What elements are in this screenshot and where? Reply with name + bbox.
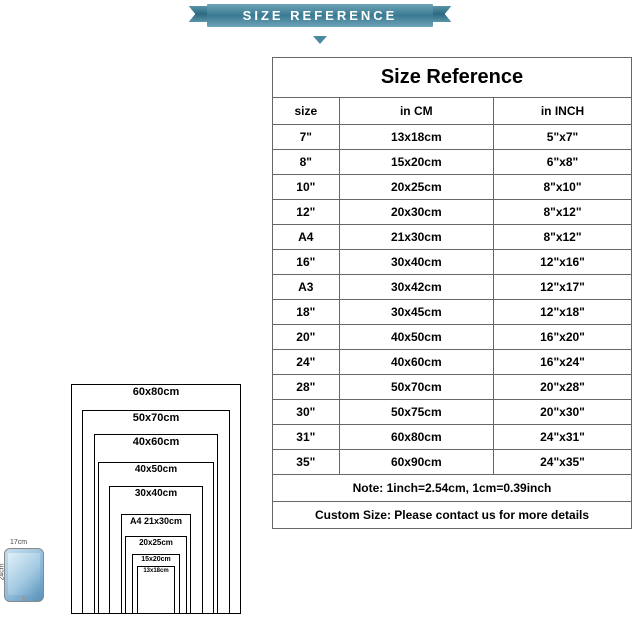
tablet-width-label: 17cm [10,539,27,546]
table-cell: 30" [273,400,340,425]
table-cell: 8" [273,150,340,175]
table-cell: 20x30cm [339,200,493,225]
table-note: Note: 1inch=2.54cm, 1cm=0.39inch [273,475,632,502]
table-cell: 8"x10" [494,175,632,200]
table-cell: 50x75cm [339,400,493,425]
table-cell: 30x45cm [339,300,493,325]
table-cell: 16" [273,250,340,275]
table-row: 30"50x75cm20"x30" [273,400,632,425]
size-reference-table: Size Reference sizein CMin INCH 7"13x18c… [272,57,632,529]
table-row: 28"50x70cm20"x28" [273,375,632,400]
table-cell: 31" [273,425,340,450]
table-cell: 40x50cm [339,325,493,350]
table-cell: 24"x31" [494,425,632,450]
table-cell: A4 [273,225,340,250]
table-cell: 16"x20" [494,325,632,350]
table-cell: 6"x8" [494,150,632,175]
table-cell: 28" [273,375,340,400]
table-row: 10"20x25cm8"x10" [273,175,632,200]
table-cell: 24" [273,350,340,375]
table-cell: 30x42cm [339,275,493,300]
table-cell: 21x30cm [339,225,493,250]
table-cell: 35" [273,450,340,475]
table-cell: 15x20cm [339,150,493,175]
table-custom-note: Custom Size: Please contact us for more … [273,502,632,529]
size-box-label: 20x25cm [126,537,186,547]
table-cell: 16"x24" [494,350,632,375]
size-box-label: 15x20cm [133,555,179,563]
table-cell: 20x25cm [339,175,493,200]
table-cell: 8"x12" [494,225,632,250]
table-row: 35"60x90cm24"x35" [273,450,632,475]
table-row: 16"30x40cm12"x16" [273,250,632,275]
table-cell: 20" [273,325,340,350]
table-cell: 40x60cm [339,350,493,375]
table-row: 18"30x45cm12"x18" [273,300,632,325]
table-cell: 12"x17" [494,275,632,300]
table-row: A330x42cm12"x17" [273,275,632,300]
table-row: 20"40x50cm16"x20" [273,325,632,350]
size-box-label: 40x50cm [99,463,213,475]
size-box-label: 13x18cm [138,567,174,574]
table-cell: 50x70cm [339,375,493,400]
table-cell: 10" [273,175,340,200]
size-box-label: A4 21x30cm [122,515,190,526]
table-cell: A3 [273,275,340,300]
table-row: A421x30cm8"x12" [273,225,632,250]
table-cell: 12"x18" [494,300,632,325]
table-row: 12"20x30cm8"x12" [273,200,632,225]
table-cell: 8"x12" [494,200,632,225]
table-cell: 13x18cm [339,125,493,150]
size-box-label: 40x60cm [95,435,217,448]
table-cell: 60x80cm [339,425,493,450]
table-cell: 60x90cm [339,450,493,475]
table-cell: 12"x16" [494,250,632,275]
table-column-header: in INCH [494,98,632,125]
table-cell: 18" [273,300,340,325]
size-box: 13x18cm [137,566,175,614]
table-cell: 30x40cm [339,250,493,275]
table-cell: 20"x28" [494,375,632,400]
table-row: 7"13x18cm5"x7" [273,125,632,150]
table-cell: 5"x7" [494,125,632,150]
ribbon-arrow-icon [313,36,327,44]
table-row: 31"60x80cm24"x31" [273,425,632,450]
table-row: 24"40x60cm16"x24" [273,350,632,375]
table-title: Size Reference [273,58,632,98]
table-row: 8"15x20cm6"x8" [273,150,632,175]
table-cell: 20"x30" [494,400,632,425]
tablet-icon [4,548,44,602]
size-box-label: 50x70cm [83,411,229,424]
ribbon-banner: SIZE REFERENCE [207,4,434,27]
size-comparison-diagram: 17cm 24cm 60x80cm50x70cm40x60cm40x50cm30… [6,294,268,614]
table-column-header: in CM [339,98,493,125]
size-box-label: 30x40cm [110,487,202,499]
table-cell: 7" [273,125,340,150]
table-cell: 24"x35" [494,450,632,475]
table-column-header: size [273,98,340,125]
table-cell: 12" [273,200,340,225]
size-box-label: 60x80cm [72,385,240,398]
tablet-height-label: 24cm [0,563,6,580]
